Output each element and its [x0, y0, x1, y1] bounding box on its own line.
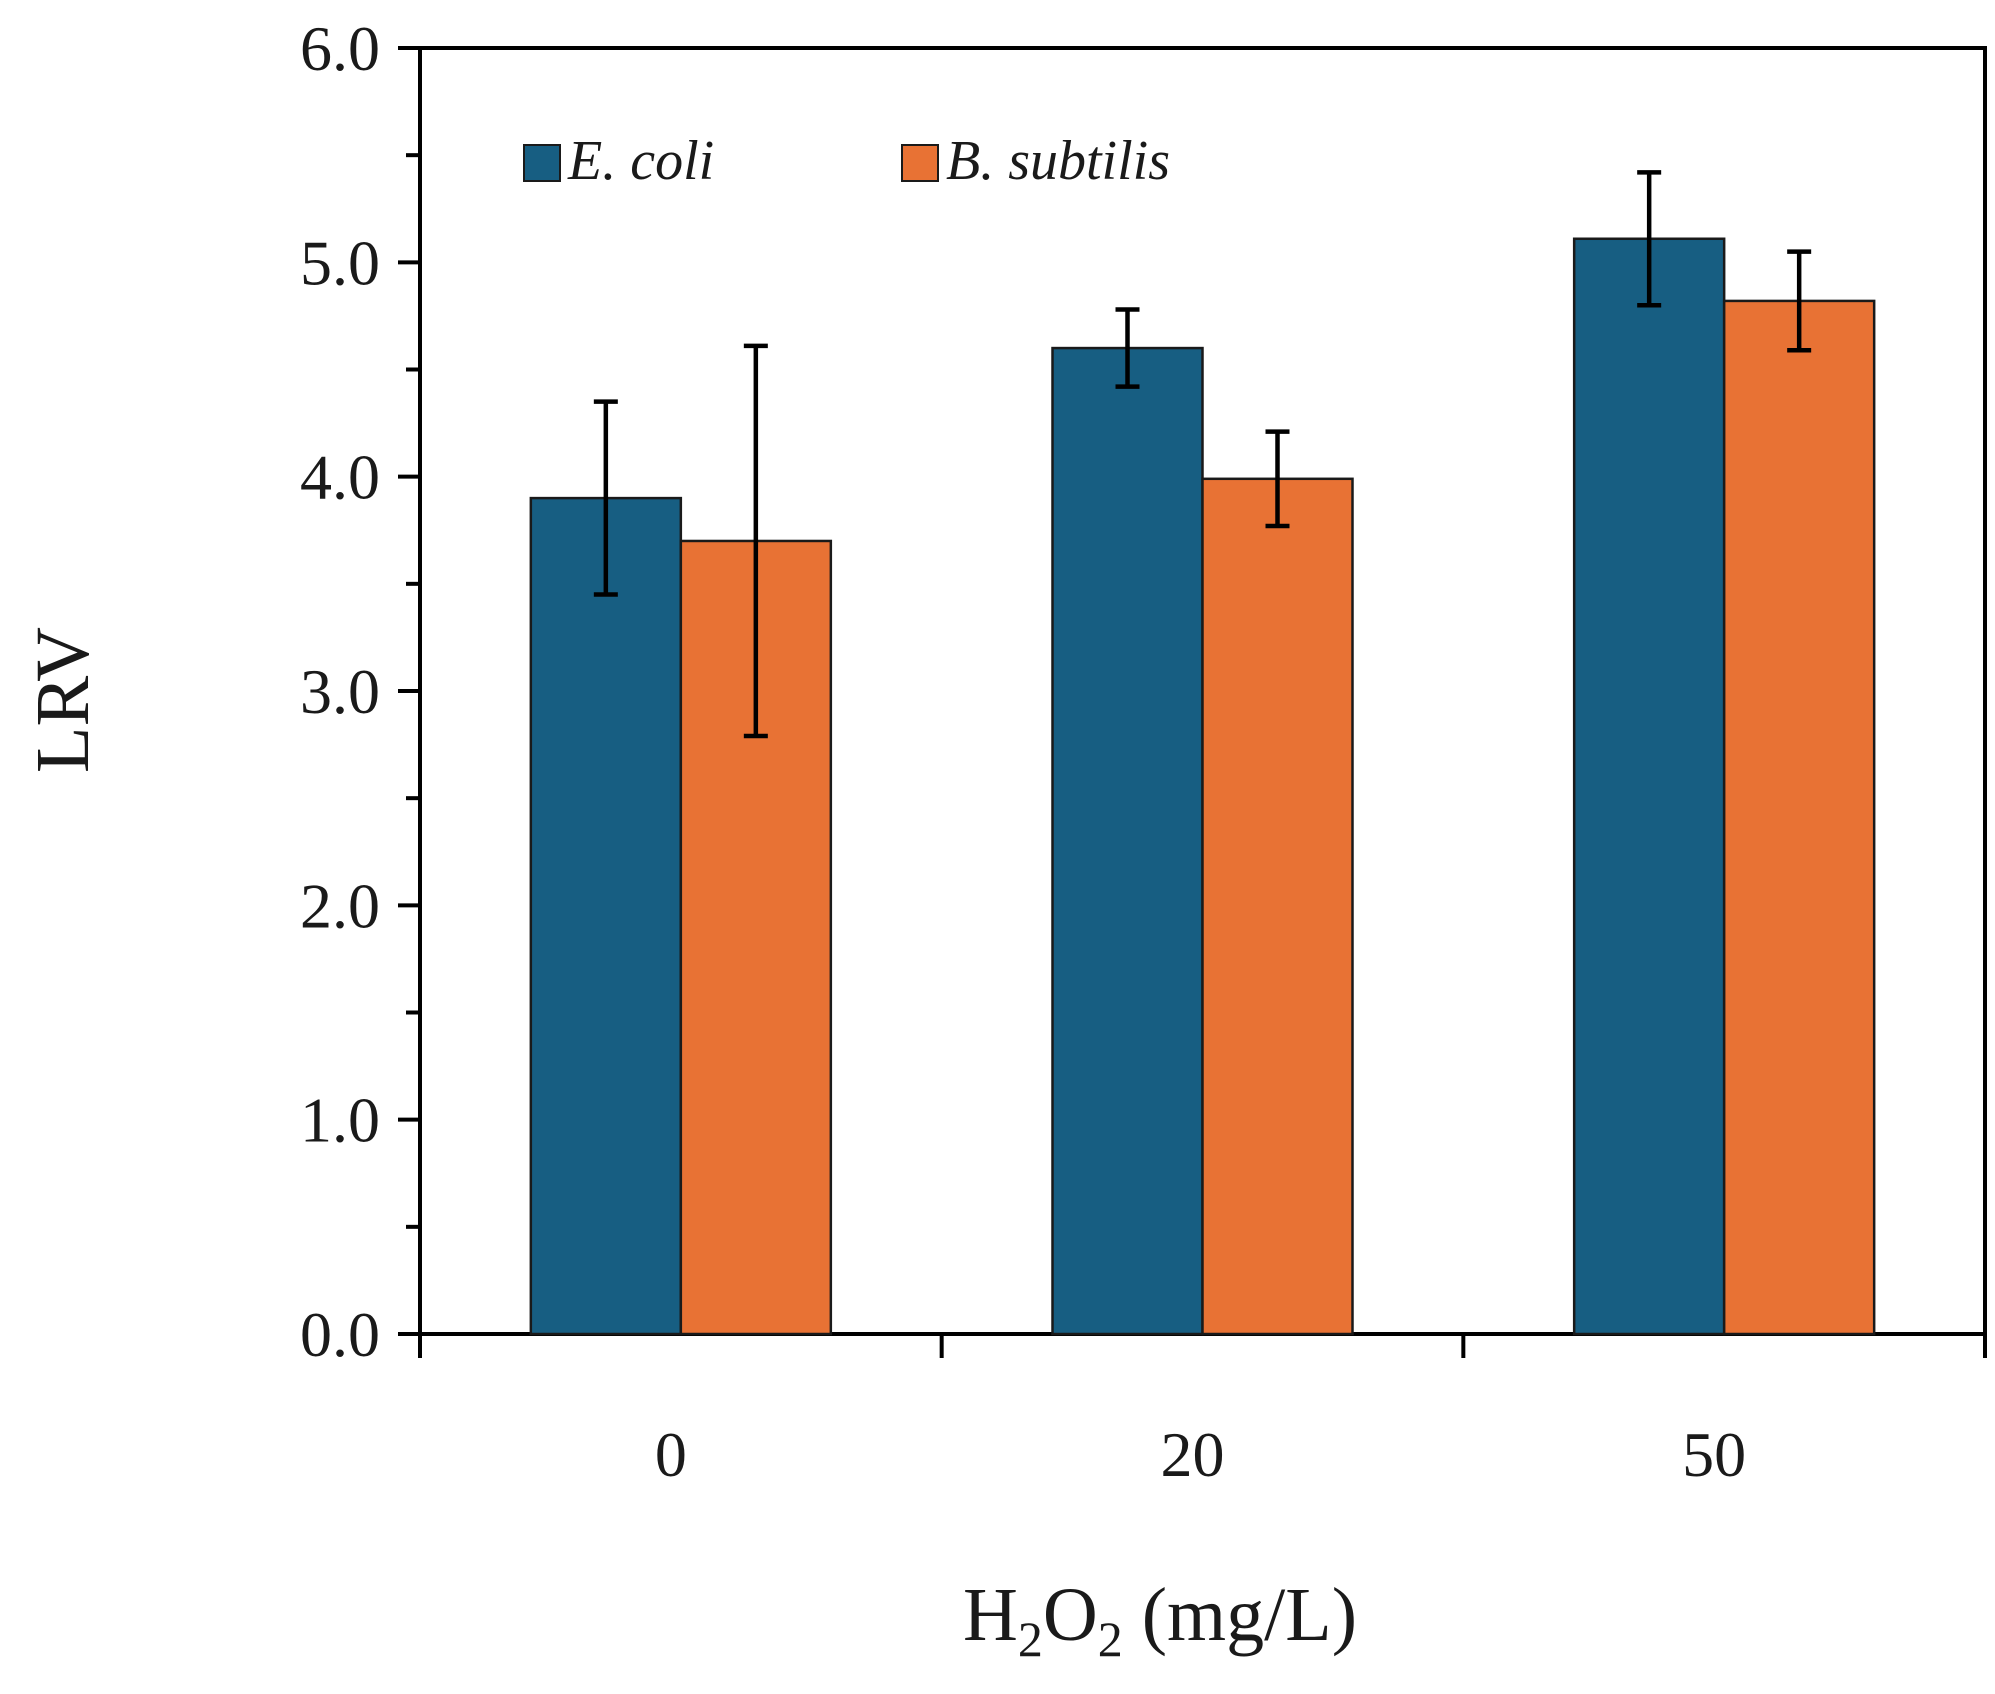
x-axis-title: H2O2 (mg/L) — [963, 1573, 1357, 1667]
legend-swatch — [901, 144, 939, 182]
x-axis-title-base: H — [963, 1573, 1018, 1657]
bar — [1572, 237, 1726, 1336]
y-tick-label: 3.0 — [300, 656, 380, 727]
x-tick-label: 50 — [1682, 1419, 1746, 1490]
y-tick-label: 0.0 — [300, 1299, 380, 1370]
bar — [1051, 346, 1204, 1336]
y-tick-label: 6.0 — [300, 13, 380, 84]
bars — [529, 237, 1876, 1336]
x-axis-title-middle: O — [1043, 1573, 1098, 1657]
y-tick-label: 4.0 — [300, 442, 380, 513]
bar — [529, 496, 683, 1336]
legend-label: E. coli — [567, 130, 714, 192]
legend-label: B. subtilis — [946, 130, 1170, 192]
legend: E. coli B. subtilis — [523, 130, 1170, 192]
x-axis-ticks: 0 20 50 — [418, 1334, 1987, 1490]
x-tick-label: 0 — [655, 1419, 687, 1490]
legend-swatch — [523, 144, 561, 182]
y-tick-label: 1.0 — [300, 1085, 380, 1156]
x-axis-title-subscript-2: 2 — [1098, 1611, 1123, 1667]
y-tick-label: 2.0 — [300, 870, 380, 941]
x-axis-title-subscript-1: 2 — [1018, 1611, 1043, 1667]
x-axis-title-rest: (mg/L) — [1123, 1573, 1357, 1657]
error-bars — [593, 170, 1812, 739]
y-axis-title: LRV — [21, 627, 105, 773]
bar — [1201, 477, 1354, 1336]
y-tick-label: 5.0 — [300, 227, 380, 298]
x-tick-label: 20 — [1161, 1419, 1225, 1490]
bar — [1722, 299, 1876, 1336]
y-axis-ticks: 0.0 1.0 2.0 3.0 4.0 5.0 6.0 — [300, 13, 420, 1370]
